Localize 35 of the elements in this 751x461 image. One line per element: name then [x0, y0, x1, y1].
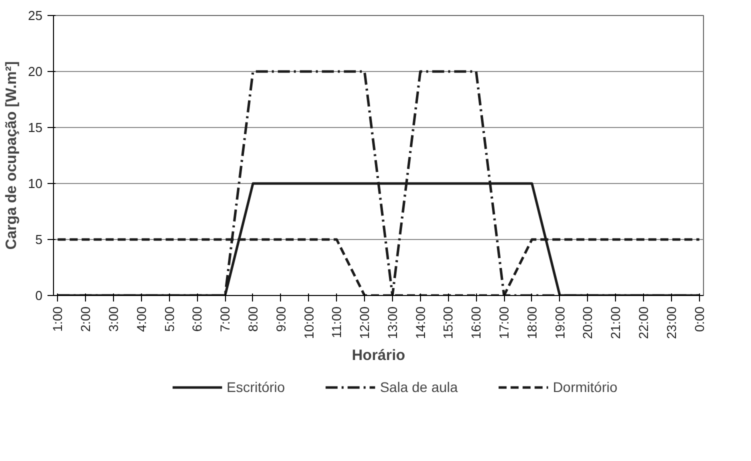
- y-tick-label: 25: [28, 8, 43, 23]
- y-tick-label: 10: [28, 176, 43, 191]
- x-tick-label: 9:00: [273, 306, 288, 332]
- x-tick-label: 0:00: [692, 306, 707, 332]
- x-tick-label: 11:00: [329, 306, 344, 338]
- x-tick-label: 2:00: [78, 306, 94, 332]
- y-tick-label: 5: [35, 232, 43, 247]
- x-tick-label: 16:00: [468, 306, 484, 340]
- x-tick-label: 20:00: [580, 306, 596, 340]
- x-tick-label: 4:00: [134, 306, 149, 332]
- legend-label: Sala de aula: [380, 379, 458, 395]
- legend-label: Dormitório: [552, 379, 618, 395]
- y-tick-label: 15: [28, 120, 43, 135]
- x-tick-label: 15:00: [440, 306, 456, 340]
- x-tick-label: 17:00: [496, 306, 512, 340]
- x-tick-label: 23:00: [664, 306, 679, 340]
- x-tick-label: 18:00: [524, 306, 540, 340]
- x-tick-label: 3:00: [106, 306, 121, 332]
- x-tick-label: 13:00: [384, 306, 400, 340]
- x-tick-label: 12:00: [357, 306, 372, 340]
- x-tick-label: 21:00: [608, 306, 624, 340]
- legend-label: Escritório: [226, 379, 285, 395]
- x-tick-label: 22:00: [636, 306, 652, 340]
- x-axis-title: Horário: [352, 347, 406, 364]
- x-tick-label: 1:00: [50, 306, 66, 332]
- y-tick-label: 20: [28, 64, 43, 79]
- x-tick-label: 8:00: [245, 306, 260, 332]
- x-tick-label: 5:00: [162, 306, 177, 332]
- x-tick-label: 19:00: [552, 306, 568, 340]
- x-tick-label: 7:00: [218, 306, 233, 332]
- x-tick-label: 14:00: [412, 306, 428, 340]
- y-tick-label: 0: [35, 288, 43, 303]
- x-tick-label: 10:00: [301, 306, 316, 340]
- y-axis-title: Carga de ocupação [W.m²]: [3, 61, 20, 250]
- x-tick-label: 6:00: [190, 306, 205, 332]
